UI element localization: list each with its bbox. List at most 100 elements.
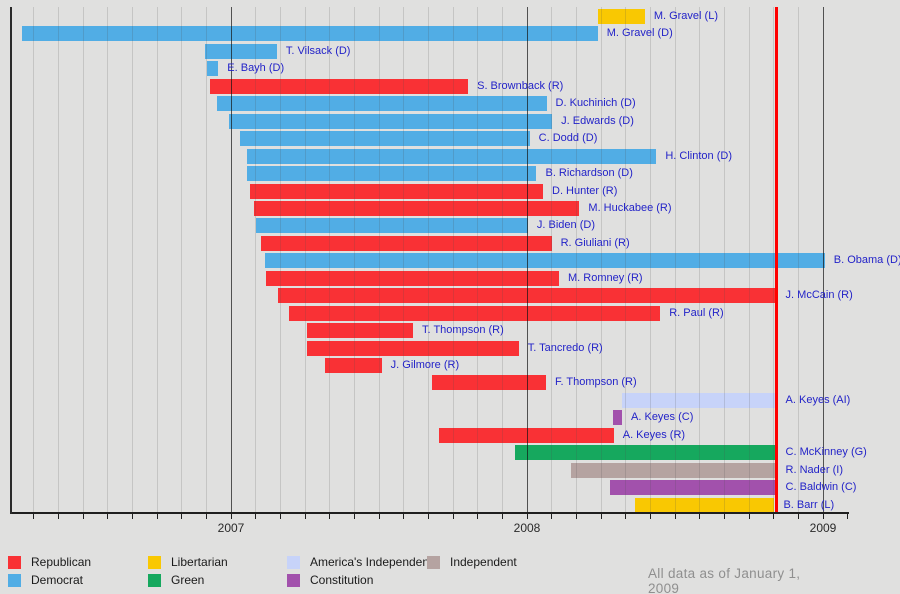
axis-tick [378, 514, 380, 519]
timeline-bar [289, 305, 661, 321]
axis-tick [551, 514, 553, 519]
month-gridline [477, 7, 479, 512]
timeline-bar [265, 253, 825, 269]
data-note: All data as of January 1, 2009 [648, 566, 801, 594]
bar-label: J. McCain (R) [785, 289, 853, 302]
axis-tick [600, 514, 602, 519]
bar-label: R. Paul (R) [669, 306, 724, 319]
bar-label: T. Thompson (R) [422, 324, 504, 337]
axis-tick [773, 514, 775, 519]
month-gridline [649, 7, 651, 512]
axis-tick [649, 514, 651, 519]
axis-tick [255, 514, 257, 519]
month-gridline [181, 7, 183, 512]
timeline-bar [613, 410, 623, 426]
axis-tick [329, 514, 331, 519]
bar-label: R. Nader (I) [785, 463, 844, 476]
legend-label: Independent [450, 555, 517, 569]
axis-tick [526, 514, 528, 519]
bar-label: D. Kuchinich (D) [555, 97, 636, 110]
axis-tick [427, 514, 429, 519]
timeline-bar [250, 183, 543, 199]
month-gridline [33, 7, 35, 512]
axis-tick [131, 514, 133, 519]
axis-tick [57, 514, 59, 519]
axis-tick [230, 514, 232, 519]
month-gridline [797, 7, 799, 512]
month-gridline [699, 7, 701, 512]
legend-label: Republican [31, 555, 92, 569]
timeline-bar [204, 43, 277, 59]
axis-tick [156, 514, 158, 519]
month-gridline [279, 7, 281, 512]
axis-tick [107, 514, 109, 519]
plot-area: 2007 2008 2009 M. Gravel (L) M. Gravel (D) T.… [9, 7, 900, 535]
bar-label: B. Richardson (D) [545, 167, 633, 180]
month-gridline [82, 7, 84, 512]
axis-tick [82, 514, 84, 519]
axis-tick [33, 514, 35, 519]
month-gridline [723, 7, 725, 512]
bar-label: A. Keyes (AI) [785, 393, 851, 406]
month-gridline [378, 7, 380, 512]
axis-tick [723, 514, 725, 519]
legend: Republican Democrat Libertarian Green Americ… [0, 550, 900, 594]
bar-label: B. Obama (D) [833, 254, 900, 267]
bar-label: T. Vilsack (D) [285, 44, 351, 57]
month-gridline [427, 7, 429, 512]
bar-label: C. McKinney (G) [785, 446, 867, 459]
axis-tick [699, 514, 701, 519]
legend-label: Democrat [31, 573, 84, 587]
timeline-bar [261, 235, 552, 251]
timeline-bar [265, 270, 559, 286]
bar-label: J. Gilmore (R) [390, 359, 460, 371]
bar-label: J. Biden (D) [536, 219, 595, 232]
axis-tick [822, 514, 824, 519]
year-gridline [822, 7, 824, 512]
month-gridline [131, 7, 133, 512]
y-axis-line [9, 7, 12, 514]
axis-tick [847, 514, 849, 519]
legend-swatch [287, 574, 300, 587]
month-gridline [551, 7, 553, 512]
bar-label: M. Romney (R) [567, 271, 643, 284]
axis-tick [674, 514, 676, 519]
timeline-bar [240, 131, 530, 147]
year-gridline [526, 7, 528, 512]
bar-label: C. Dodd (D) [538, 132, 598, 145]
bar-label: M. Gravel (L) [653, 10, 718, 22]
axis-tick [797, 514, 799, 519]
month-gridline [452, 7, 454, 512]
timeline-bar [570, 462, 777, 478]
timeline-bar [438, 427, 614, 443]
timeline-bar [22, 26, 598, 42]
month-gridline [107, 7, 109, 512]
axis-tick [748, 514, 750, 519]
timeline-bar [306, 323, 414, 339]
month-gridline [304, 7, 306, 512]
timeline-bar [634, 497, 775, 513]
month-gridline [205, 7, 207, 512]
bar-label: H. Clinton (D) [665, 149, 732, 162]
bar-label: E. Bayh (D) [227, 62, 285, 75]
bar-label: J. Edwards (D) [561, 114, 634, 127]
legend-swatch [8, 556, 21, 569]
month-gridline [403, 7, 405, 512]
bar-label: A. Keyes (R) [622, 428, 686, 441]
timeline-bar [246, 166, 537, 182]
timeline-bar [609, 480, 777, 496]
bar-label: F. Thompson (R) [554, 376, 637, 389]
month-gridline [501, 7, 503, 512]
timeline-bar [597, 9, 645, 24]
bar-label: M. Gravel (D) [606, 27, 673, 40]
timeline-bar [431, 375, 546, 391]
timeline-bar [246, 148, 657, 164]
bar-label: T. Tancredo (R) [527, 341, 603, 354]
timeline-bar [324, 358, 382, 373]
axis-tick [205, 514, 207, 519]
axis-tick [452, 514, 454, 519]
month-gridline [674, 7, 676, 512]
month-gridline [255, 7, 257, 512]
legend-swatch [287, 556, 300, 569]
